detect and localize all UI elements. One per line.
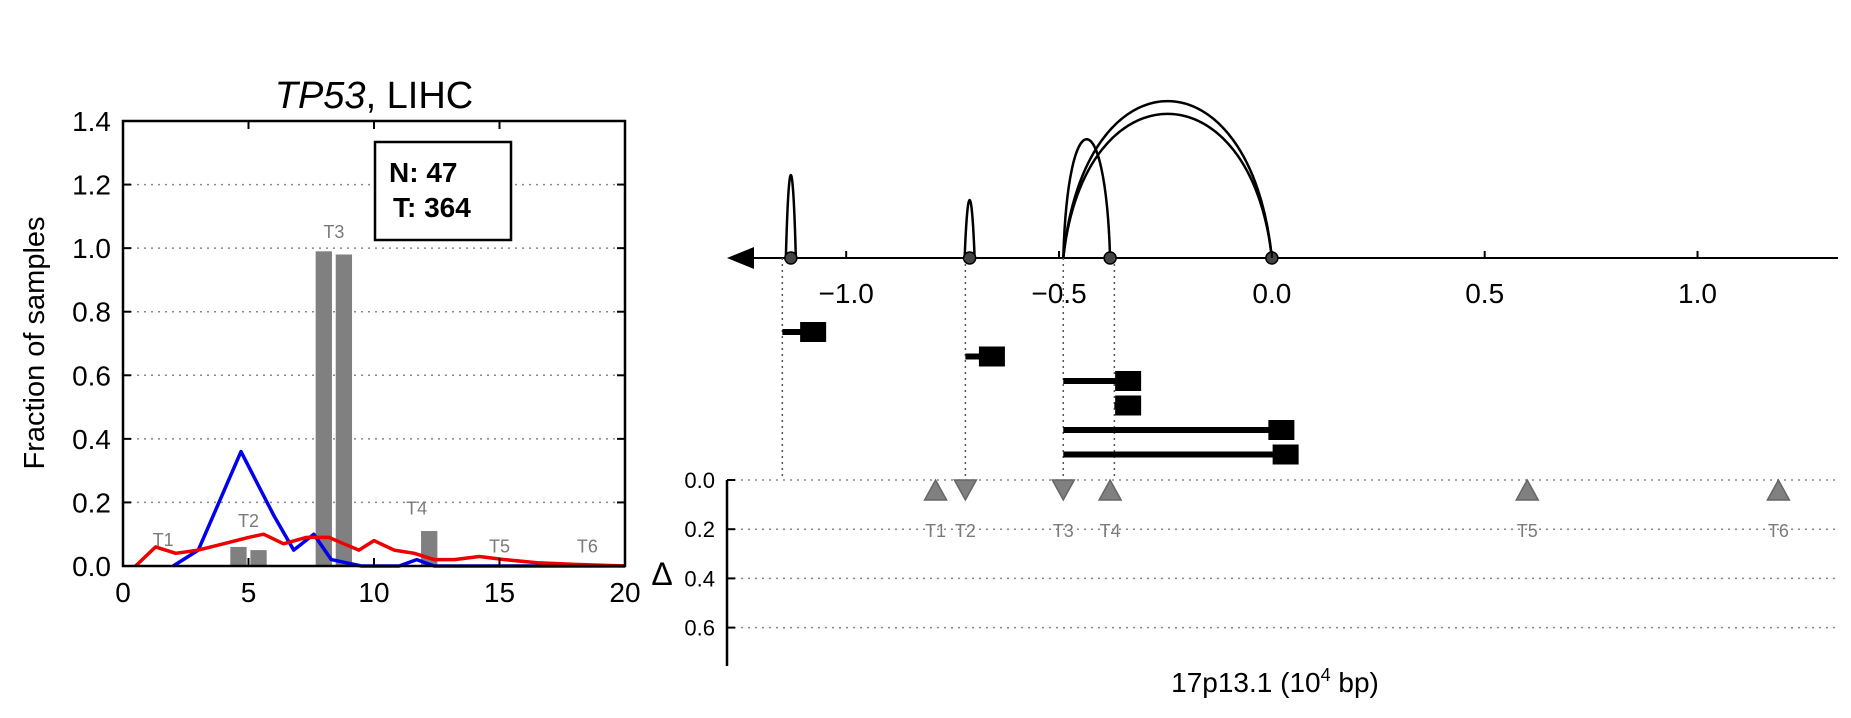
transcript-guide-lines	[781, 258, 1116, 480]
left-y-tick-label: 1.0	[72, 233, 111, 264]
left-bars	[230, 251, 438, 567]
sample-count-box: N: 47 T: 364	[373, 140, 513, 242]
delta-y-tick-label: 0.4	[684, 566, 715, 591]
junction-points	[784, 251, 1279, 265]
left-y-ticks: 0.0 0.2 0.4 0.6 0.8 1.0 1.2 1.4	[72, 106, 625, 582]
left-x-ticks: 0 5 10 15 20	[115, 121, 641, 608]
delta-markers: T1 T2 T3 T4 T5 T6	[923, 478, 1791, 541]
left-transcript-label: T6	[577, 536, 598, 556]
left-panel: T1 T2 T3 T4 T5 T6 0 5 10 15 20 0.0 0.2 0.4 0.6 0.8 1.0…	[19, 75, 641, 608]
left-x-tick-label: 0	[115, 577, 131, 608]
left-x-tick-label: 15	[484, 577, 515, 608]
left-bar	[230, 546, 247, 566]
genomic-x-tick-label: 0.5	[1465, 278, 1504, 309]
left-x-tick-label: 20	[609, 577, 640, 608]
left-transcript-labels: T1 T2 T3 T4 T5 T6	[153, 222, 598, 557]
delta-marker-label: T5	[1517, 521, 1538, 541]
normal-count-label: N: 47	[389, 157, 457, 188]
right-panel: −1.0 −0.5 0.0 0.5 1.0 0.00.20.40.6 T1 T2 T3 T4 T…	[651, 100, 1838, 698]
transcript-exon-block	[978, 346, 1005, 367]
transcript-exon-block	[1115, 371, 1142, 391]
junction-arc	[1062, 138, 1112, 259]
left-x-tick-label: 5	[241, 577, 257, 608]
left-series-line	[134, 532, 626, 568]
left-y-tick-label: 0.8	[72, 297, 111, 328]
delta-marker	[953, 479, 978, 502]
left-series-lines	[134, 449, 626, 568]
junction-arc	[1062, 100, 1274, 259]
delta-gridlines	[727, 479, 1838, 629]
genomic-x-tick-label: 1.0	[1678, 278, 1717, 309]
delta-y-ticks: 0.0 0.2 0.4 0.6	[684, 468, 735, 641]
junction-arcs	[784, 100, 1274, 259]
genomic-x-axis-label: 17p13.1 (104 bp)	[1171, 665, 1379, 698]
left-y-tick-label: 0.4	[72, 424, 111, 455]
genomic-x-tick-label: 0.0	[1252, 278, 1291, 309]
delta-marker-label: T3	[1053, 521, 1074, 541]
left-x-tick-label: 10	[358, 577, 389, 608]
left-y-tick-label: 0.6	[72, 360, 111, 391]
left-transcript-label: T1	[153, 530, 174, 550]
left-y-tick-label: 0.2	[72, 487, 111, 518]
left-bar	[335, 254, 353, 566]
delta-marker	[1097, 478, 1123, 501]
delta-marker-label: T4	[1100, 521, 1121, 541]
left-transcript-label: T4	[406, 498, 427, 518]
transcript-exon-block	[1115, 395, 1142, 416]
left-y-tick-label: 0.0	[72, 551, 111, 582]
delta-y-tick-label: 0.2	[684, 517, 715, 542]
delta-y-axis-label: Δ	[651, 556, 672, 592]
left-y-tick-label: 1.4	[72, 106, 111, 137]
junction-point	[1103, 251, 1117, 265]
left-y-axis-label: Fraction of samples	[19, 216, 51, 469]
delta-marker-label: T1	[925, 521, 946, 541]
delta-marker	[1766, 478, 1791, 501]
left-transcript-label: T3	[323, 222, 344, 242]
left-chart-title: TP53, LIHC	[275, 75, 474, 117]
junction-arc	[1062, 112, 1274, 259]
left-transcript-label: T2	[238, 511, 259, 531]
delta-y-tick-label: 0.6	[684, 616, 715, 641]
transcript-exon-block	[800, 322, 827, 342]
transcript-models	[782, 322, 1299, 465]
strand-direction-arrow	[727, 247, 754, 269]
junction-arc	[963, 199, 976, 259]
transcript-exon-block	[1272, 444, 1299, 465]
delta-marker	[923, 478, 948, 501]
junction-arc	[784, 173, 798, 259]
delta-marker-label: T2	[955, 521, 976, 541]
junction-point	[784, 251, 798, 265]
delta-marker-label: T6	[1768, 521, 1789, 541]
transcript-exon-block	[1268, 420, 1295, 440]
sample-count-frame	[373, 140, 513, 242]
delta-marker	[1051, 479, 1076, 502]
genomic-x-tick-label: −1.0	[819, 278, 874, 309]
left-series-line	[172, 449, 625, 568]
left-transcript-label: T5	[489, 536, 510, 556]
left-y-tick-label: 1.2	[72, 170, 111, 201]
genomic-x-ticks: −1.0 −0.5 0.0 0.5 1.0	[819, 251, 1717, 309]
left-bar	[315, 251, 332, 567]
genomic-x-tick-label: −0.5	[1031, 278, 1086, 309]
delta-y-tick-label: 0.0	[684, 468, 715, 493]
delta-marker	[1514, 478, 1540, 501]
tumor-count-label: T: 364	[393, 192, 471, 223]
left-bar	[250, 550, 267, 566]
junction-point	[962, 251, 977, 265]
